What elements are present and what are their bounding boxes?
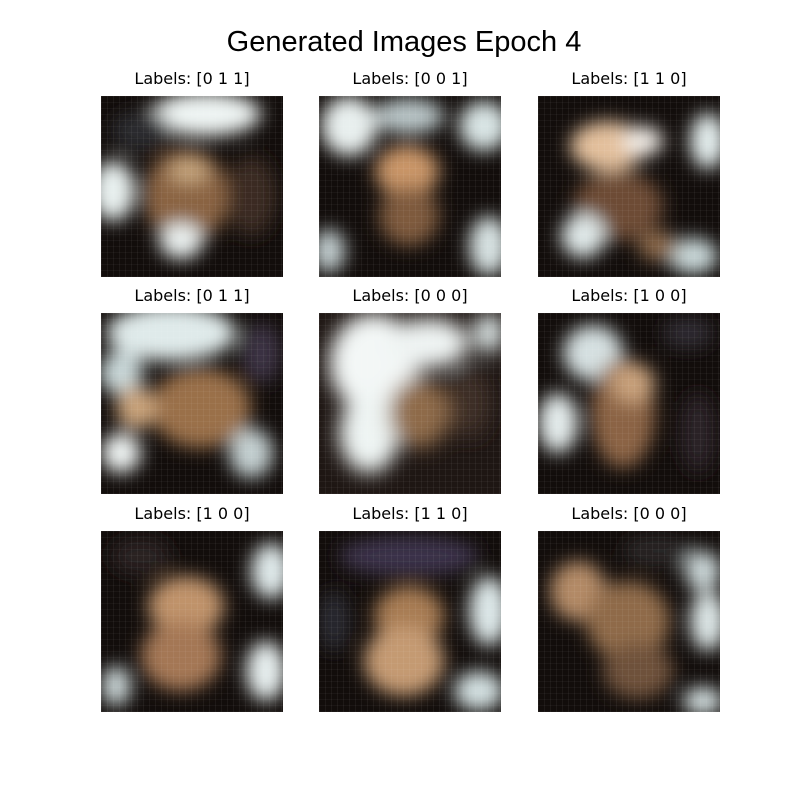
generated-face-image-2: [319, 96, 501, 277]
panel-label: Labels: [0 1 1]: [134, 69, 250, 88]
panel-label: Labels: [1 0 0]: [571, 286, 687, 305]
panel-label: Labels: [0 0 0]: [352, 286, 468, 305]
panel-7: Labels: [1 0 0]: [101, 504, 283, 712]
generated-face-image: [319, 96, 501, 277]
panel-6: Labels: [1 0 0]: [538, 286, 720, 494]
generated-face-image: [319, 531, 501, 712]
panel-label: Labels: [0 1 1]: [134, 286, 250, 305]
generated-face-image: [538, 313, 720, 494]
panel-label: Labels: [0 0 0]: [571, 504, 687, 523]
panel-label: Labels: [1 0 0]: [134, 504, 250, 523]
generated-face-image-4: [101, 313, 283, 494]
panel-2: Labels: [0 0 1]: [319, 69, 501, 277]
generated-face-image: [319, 313, 501, 494]
generated-face-image: [101, 531, 283, 712]
generated-face-image: [538, 531, 720, 712]
panel-5: Labels: [0 0 0]: [319, 286, 501, 494]
panel-label: Labels: [1 1 0]: [352, 504, 468, 523]
panel-label: Labels: [0 0 1]: [352, 69, 468, 88]
panel-9: Labels: [0 0 0]: [538, 504, 720, 712]
panel-1: Labels: [0 1 1]: [101, 69, 283, 277]
generated-face-image-9: [538, 531, 720, 712]
generated-face-image: [101, 313, 283, 494]
generated-face-image-3: [538, 96, 720, 277]
panel-4: Labels: [0 1 1]: [101, 286, 283, 494]
panel-label: Labels: [1 1 0]: [571, 69, 687, 88]
generated-face-image-1: [101, 96, 283, 277]
generated-face-image: [101, 96, 283, 277]
panel-8: Labels: [1 1 0]: [319, 504, 501, 712]
generated-face-image-5: [319, 313, 501, 494]
generated-face-image-8: [319, 531, 501, 712]
generated-face-image: [538, 96, 720, 277]
generated-face-image-6: [538, 313, 720, 494]
generated-face-image-7: [101, 531, 283, 712]
figure-title: Generated Images Epoch 4: [226, 26, 582, 58]
panel-3: Labels: [1 1 0]: [538, 69, 720, 277]
